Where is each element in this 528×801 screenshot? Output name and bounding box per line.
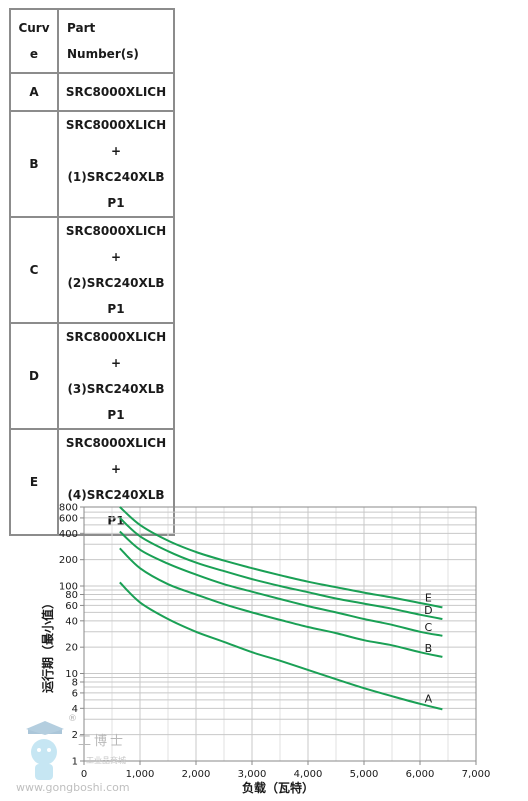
curve-cell: A [9, 72, 59, 112]
x-tick-label: 3,000 [238, 769, 267, 780]
part-number-line: SRC8000XLICH [65, 118, 167, 132]
header-curve: Curve [9, 8, 59, 74]
watermark: ® 工博士 工业品商城 www.gongboshi.com [16, 714, 130, 794]
part-number-line: + (1)SRC240XLB [67, 144, 165, 184]
table-row: A SRC8000XLICH [9, 72, 175, 112]
watermark-url: www.gongboshi.com [16, 781, 130, 794]
part-number-line: P1 [107, 408, 125, 422]
header-part-numbers: Part Number(s) [57, 8, 175, 74]
header-curve-label: Curve [18, 21, 50, 61]
x-tick-label: 4,000 [294, 769, 323, 780]
y-tick-label: 40 [65, 616, 78, 627]
part-number-cell: SRC8000XLICH + (1)SRC240XLB P1 [57, 110, 175, 218]
plot-frame [83, 506, 477, 762]
y-tick-label: 200 [59, 555, 78, 566]
y-tick-label: 6 [72, 688, 78, 699]
x-tick-label: 7,000 [462, 769, 491, 780]
x-tick-label: 6,000 [406, 769, 435, 780]
curve-cell: C [9, 216, 59, 324]
series-label-c: C [425, 621, 433, 634]
y-tick-label: 20 [65, 643, 78, 654]
table-row: D SRC8000XLICH + (3)SRC240XLB P1 [9, 322, 175, 430]
series-line-a [119, 581, 443, 711]
x-tick-labels: 0 1,000 2,000 3,000 4,000 5,000 6,000 7,000 [81, 761, 491, 780]
y-tick-label: 60 [65, 601, 78, 612]
series-label-a: A [425, 692, 433, 705]
y-tick-label: 1 [72, 757, 78, 768]
x-tick-label: 2,000 [182, 769, 211, 780]
part-number-cell: SRC8000XLICH + (3)SRC240XLB P1 [57, 322, 175, 430]
table-header-row: Curve Part Number(s) [9, 8, 175, 74]
series-label-d: D [424, 604, 432, 617]
y-tick-label: 10 [65, 669, 78, 680]
part-number-line: P1 [107, 302, 125, 316]
part-number-cell: SRC8000XLICH [57, 72, 175, 112]
watermark-registered: ® [68, 714, 77, 724]
part-number-line: + (3)SRC240XLB [67, 356, 165, 396]
y-tick-label: 2 [72, 730, 78, 741]
series-label-e: E [425, 591, 432, 604]
curve-cell: E [9, 428, 59, 536]
y-tick-label: 8 [72, 677, 78, 688]
y-tick-label: 4 [72, 704, 78, 715]
part-number-line: + (2)SRC240XLB [67, 250, 165, 290]
y-axis-label: 运行期（最小值） [40, 597, 55, 693]
y-tick-label: 600 [59, 513, 78, 524]
series-line-b [119, 547, 443, 658]
y-tick-label: 400 [59, 529, 78, 540]
x-tick-label: 0 [81, 769, 87, 780]
series-line-e [119, 506, 443, 609]
y-tick-label: 800 [59, 503, 78, 514]
x-axis-label: 负载（瓦特） [242, 780, 314, 795]
x-tick-label: 5,000 [350, 769, 379, 780]
table-row: B SRC8000XLICH + (1)SRC240XLB P1 [9, 110, 175, 218]
part-number-line: SRC8000XLICH [65, 85, 167, 99]
mascot-icon [26, 721, 64, 780]
curve-table: Curve Part Number(s) A SRC8000XLICH B SRC80… [9, 8, 175, 536]
part-number-line: SRC8000XLICH [65, 224, 167, 238]
x-tick-label: 1,000 [126, 769, 155, 780]
curve-cell: D [9, 322, 59, 430]
part-number-line: SRC8000XLICH [65, 436, 167, 450]
curve-cell: B [9, 110, 59, 218]
watermark-subtitle: 工业品商城 [86, 755, 126, 765]
series-line-d [119, 517, 443, 620]
series-label-b: B [425, 642, 433, 655]
table-row: C SRC8000XLICH + (2)SRC240XLB P1 [9, 216, 175, 324]
watermark-brand: 工博士 [78, 734, 126, 749]
series-line-c [119, 530, 443, 637]
part-number-line: P1 [107, 196, 125, 210]
y-tick-label: 80 [65, 590, 78, 601]
part-number-line: + (4)SRC240XLB [67, 462, 165, 502]
part-number-cell: SRC8000XLICH + (2)SRC240XLB P1 [57, 216, 175, 324]
part-number-line: SRC8000XLICH [65, 330, 167, 344]
y-tick-label: 100 [59, 582, 78, 593]
